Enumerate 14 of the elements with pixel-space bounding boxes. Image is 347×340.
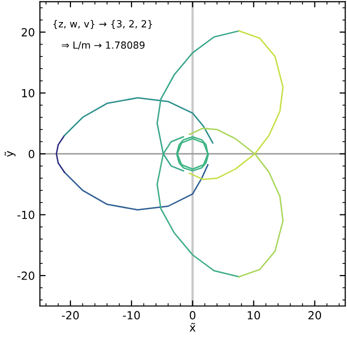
y-axis-title: ỹ: [4, 150, 16, 157]
x-axis-title: x̃: [190, 322, 196, 332]
x-tick-label: -10: [122, 311, 140, 320]
annotation: {z, w, v} → {3, 2, 2}: [53, 20, 152, 29]
x-tick-label: 10: [248, 311, 260, 320]
x-tick-label: 0: [190, 311, 196, 320]
y-tick-label: -20: [17, 272, 34, 280]
x-tick-label: 20: [308, 311, 322, 320]
y-tick-label: 10: [22, 88, 34, 98]
y-tick-label: 0: [28, 150, 34, 158]
y-tick-label: 20: [22, 28, 34, 37]
x-tick-label: -20: [62, 311, 79, 320]
annotation: ⇒ L/m → 1.78089: [62, 41, 145, 50]
y-tick-label: -10: [17, 210, 34, 220]
